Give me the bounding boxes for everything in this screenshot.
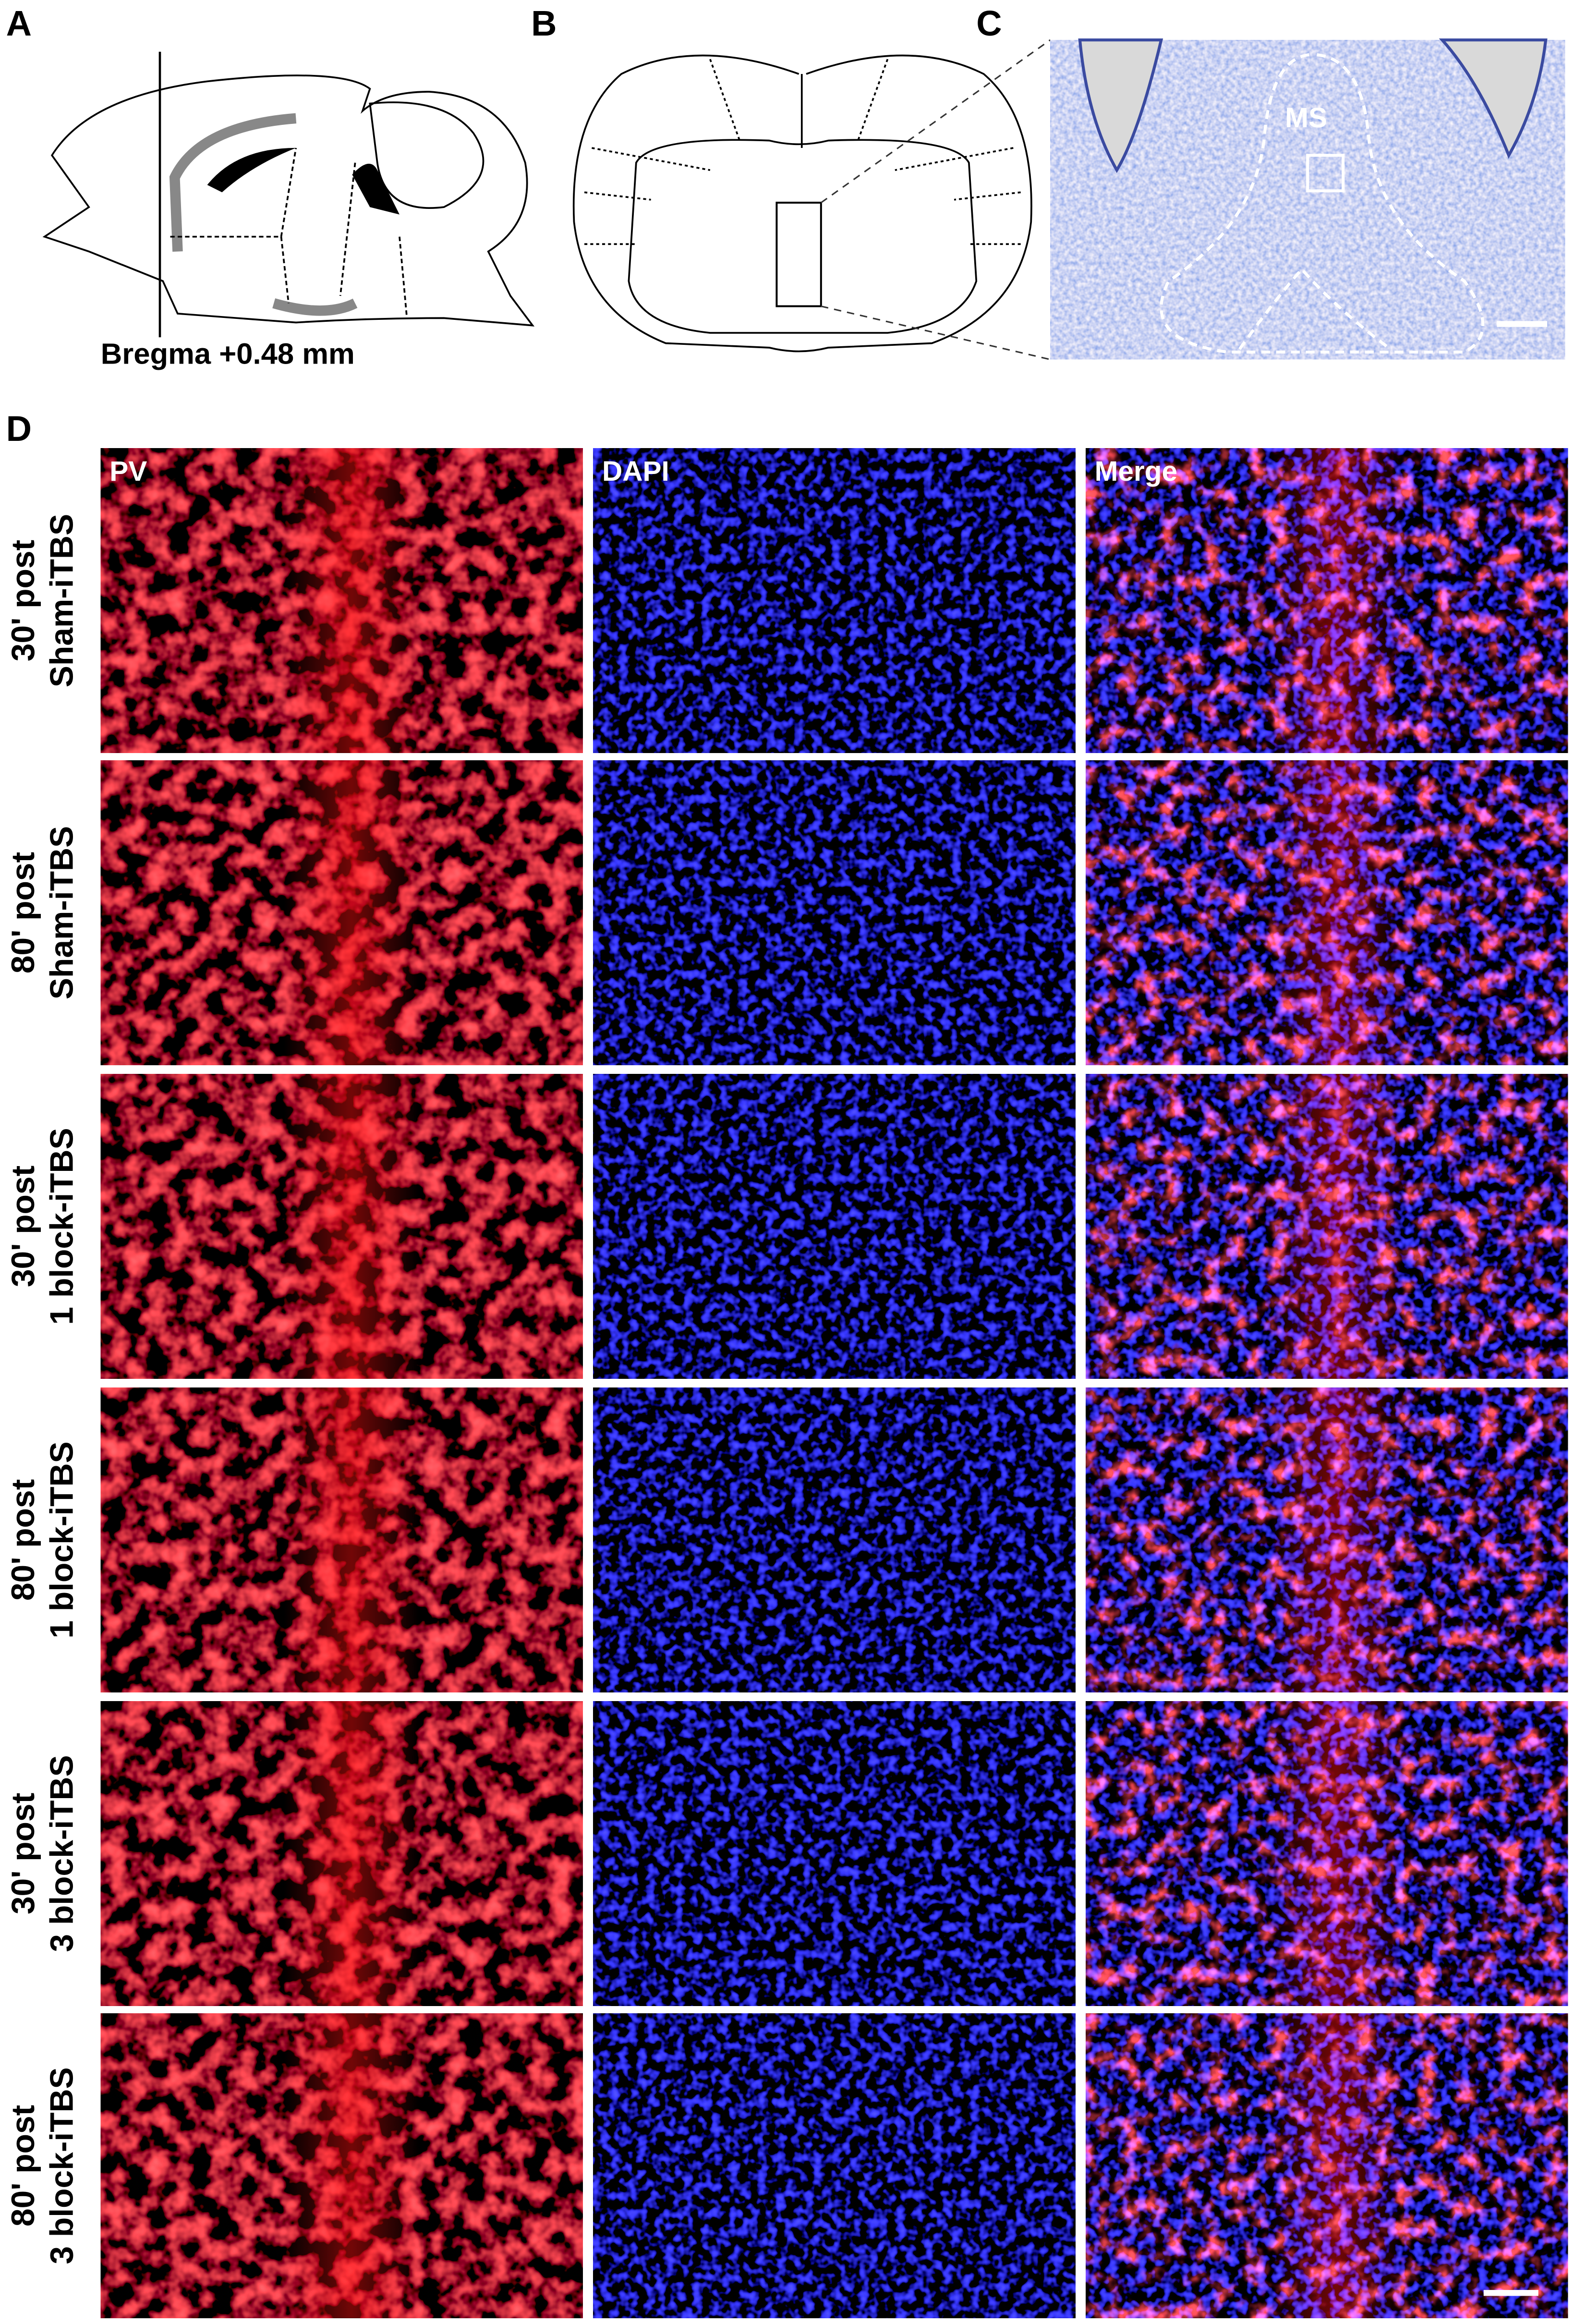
- merge-midline-signal: [1086, 1701, 1568, 2006]
- panel-label: B: [531, 3, 557, 43]
- merge-midline-signal: [1086, 448, 1568, 753]
- zoom-line: [820, 39, 1051, 360]
- cerebellum: [369, 101, 484, 209]
- row-label: 80' post: [5, 2105, 41, 2227]
- row-label: Sham-iTBS: [44, 514, 80, 687]
- dapi-image: [593, 1074, 1076, 1379]
- row-label: 80' post: [5, 852, 41, 973]
- pv-midline-signal: [100, 1074, 583, 1379]
- row-label: 30' post: [5, 1793, 41, 1914]
- column-header: PV: [109, 456, 147, 487]
- row-label: 1 block-iTBS: [44, 1128, 80, 1325]
- row-label: 30' post: [5, 1166, 41, 1287]
- row-label: 3 block-iTBS: [44, 2067, 80, 2264]
- row-label: 1 block-iTBS: [44, 1441, 80, 1638]
- panel-label: A: [6, 3, 32, 43]
- brain-outline: [42, 74, 535, 327]
- bregma-caption: Bregma +0.48 mm: [101, 338, 355, 371]
- merge-midline-signal: [1086, 1387, 1568, 1692]
- region-label: MS: [1285, 102, 1327, 134]
- ms-outline: [1160, 53, 1485, 354]
- panel-label: D: [6, 409, 32, 449]
- region-boundary: [584, 59, 1021, 245]
- merge-midline-signal: [1086, 1074, 1568, 1379]
- roi-box: [775, 201, 822, 307]
- merge-midline-signal: [1086, 760, 1568, 1065]
- roi-box: [1306, 154, 1345, 193]
- merge-midline-signal: [1086, 2013, 1568, 2318]
- row-label: 3 block-iTBS: [44, 1755, 80, 1952]
- dapi-image: [593, 1387, 1076, 1692]
- pv-midline-signal: [100, 1701, 583, 2006]
- pv-midline-signal: [100, 448, 583, 753]
- column-header: DAPI: [602, 456, 669, 487]
- pv-midline-signal: [100, 2013, 583, 2318]
- ventricle: [1078, 38, 1163, 173]
- panel-label: C: [976, 3, 1002, 43]
- ventricle: [352, 163, 400, 215]
- dapi-image: [593, 2013, 1076, 2318]
- dapi-image: [593, 760, 1076, 1065]
- row-label: 30' post: [5, 540, 41, 661]
- inner-outline: [628, 139, 978, 334]
- tract: [169, 113, 297, 252]
- coronal-outline: [572, 54, 1032, 353]
- dapi-image: [593, 1701, 1076, 2006]
- column-header: Merge: [1095, 456, 1177, 487]
- dapi-image: [593, 448, 1076, 753]
- tract: [272, 298, 358, 316]
- row-label: Sham-iTBS: [44, 826, 80, 999]
- pv-midline-signal: [100, 1387, 583, 1692]
- ventricle: [207, 148, 296, 193]
- row-label: 80' post: [5, 1479, 41, 1601]
- ventricle: [1439, 38, 1548, 159]
- pv-midline-signal: [100, 760, 583, 1065]
